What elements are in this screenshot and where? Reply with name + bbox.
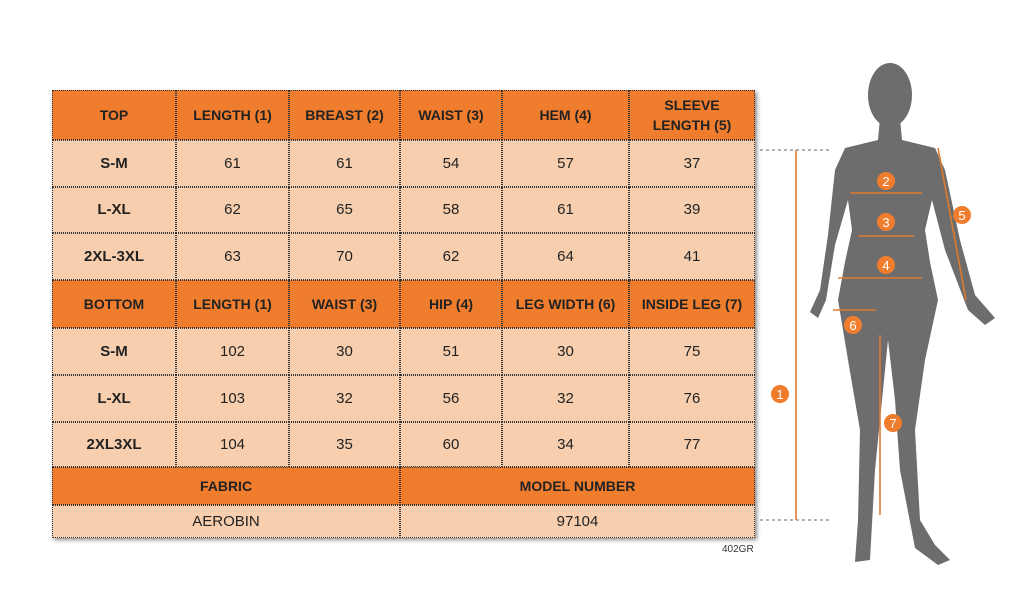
value-cell: 57: [502, 140, 629, 187]
value-cell: 35: [289, 422, 400, 467]
body-figure: 1 2 3 4 5 6 7: [760, 63, 995, 565]
value-cell: 58: [400, 187, 502, 233]
value-cell: 76: [629, 375, 755, 422]
value-cell: 32: [289, 375, 400, 422]
product-code: 402GR: [722, 544, 754, 555]
value-cell: 30: [289, 328, 400, 375]
value-cell: 63: [176, 233, 289, 280]
value-cell: 75: [629, 328, 755, 375]
value-cell: 62: [400, 233, 502, 280]
value-cell: AEROBIN: [52, 505, 400, 538]
value-cell: 51: [400, 328, 502, 375]
measure-lines: [760, 147, 967, 521]
size-label: 2XL3XL: [52, 422, 176, 467]
value-cell: 54: [400, 140, 502, 187]
value-cell: 65: [289, 187, 400, 233]
value-cell: 56: [400, 375, 502, 422]
size-label: L-XL: [52, 187, 176, 233]
size-label: S-M: [52, 140, 176, 187]
value-cell: 102: [176, 328, 289, 375]
header-cell: BOTTOM: [52, 280, 176, 328]
header-cell: LEG WIDTH (6): [502, 280, 629, 328]
header-cell: WAIST (3): [289, 280, 400, 328]
value-cell: 37: [629, 140, 755, 187]
marker-circle: [877, 213, 895, 231]
value-cell: 97104: [400, 505, 755, 538]
size-label: L-XL: [52, 375, 176, 422]
marker-label: 4: [882, 258, 889, 273]
markers: 1 2 3 4 5 6 7: [771, 172, 971, 432]
marker-label: 6: [849, 318, 856, 333]
header-cell: FABRIC: [52, 467, 400, 505]
value-cell: 41: [629, 233, 755, 280]
marker-circle: [877, 256, 895, 274]
marker-label: 5: [958, 208, 965, 223]
value-cell: 70: [289, 233, 400, 280]
header-cell: HIP (4): [400, 280, 502, 328]
size-table: TOP LENGTH (1) BREAST (2) WAIST (3) HEM (4) S…: [52, 90, 755, 538]
marker-circle: [844, 316, 862, 334]
value-cell: 60: [400, 422, 502, 467]
size-label: S-M: [52, 328, 176, 375]
header-cell: SLEEVE LENGTH (5): [629, 90, 755, 140]
value-cell: 77: [629, 422, 755, 467]
header-cell: TOP: [52, 90, 176, 140]
marker-circle: [953, 206, 971, 224]
header-cell: MODEL NUMBER: [400, 467, 755, 505]
header-cell: WAIST (3): [400, 90, 502, 140]
marker-label: 1: [776, 387, 783, 402]
header-cell: LENGTH (1): [176, 90, 289, 140]
value-cell: 30: [502, 328, 629, 375]
value-cell: 103: [176, 375, 289, 422]
header-cell: HEM (4): [502, 90, 629, 140]
marker-label: 3: [882, 215, 889, 230]
value-cell: 34: [502, 422, 629, 467]
value-cell: 64: [502, 233, 629, 280]
marker-label: 7: [889, 416, 896, 431]
marker-circle: [771, 385, 789, 403]
marker-circle: [877, 172, 895, 190]
header-cell: INSIDE LEG (7): [629, 280, 755, 328]
value-cell: 104: [176, 422, 289, 467]
value-cell: 61: [502, 187, 629, 233]
value-cell: 61: [289, 140, 400, 187]
marker-label: 2: [882, 174, 889, 189]
header-cell: LENGTH (1): [176, 280, 289, 328]
value-cell: 39: [629, 187, 755, 233]
value-cell: 61: [176, 140, 289, 187]
marker-circle: [884, 414, 902, 432]
value-cell: 62: [176, 187, 289, 233]
value-cell: 32: [502, 375, 629, 422]
header-cell: BREAST (2): [289, 90, 400, 140]
size-label: 2XL-3XL: [52, 233, 176, 280]
silhouette: [810, 63, 995, 565]
